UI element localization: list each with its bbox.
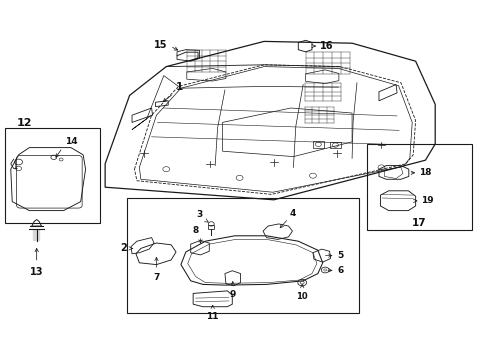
Text: 15: 15 [153,40,167,50]
Text: 3: 3 [196,210,203,219]
Text: 8: 8 [192,226,198,235]
Text: 1: 1 [176,82,183,92]
Text: 18: 18 [418,168,431,177]
Text: 13: 13 [30,267,43,277]
Text: 5: 5 [337,251,343,260]
Text: 11: 11 [206,312,219,321]
Bar [127,198,359,313]
Text: 2: 2 [120,243,127,253]
Text: 7: 7 [153,273,160,282]
Text: 12: 12 [17,118,33,128]
Bar [5,128,100,223]
Text: 9: 9 [229,290,236,299]
Text: 10: 10 [296,292,307,301]
Text: 16: 16 [319,41,333,51]
Bar [366,144,471,230]
Text: 14: 14 [64,137,77,146]
Text: 19: 19 [421,197,433,205]
Text: 6: 6 [337,266,343,275]
Text: 17: 17 [411,218,426,228]
Text: 4: 4 [289,209,296,218]
